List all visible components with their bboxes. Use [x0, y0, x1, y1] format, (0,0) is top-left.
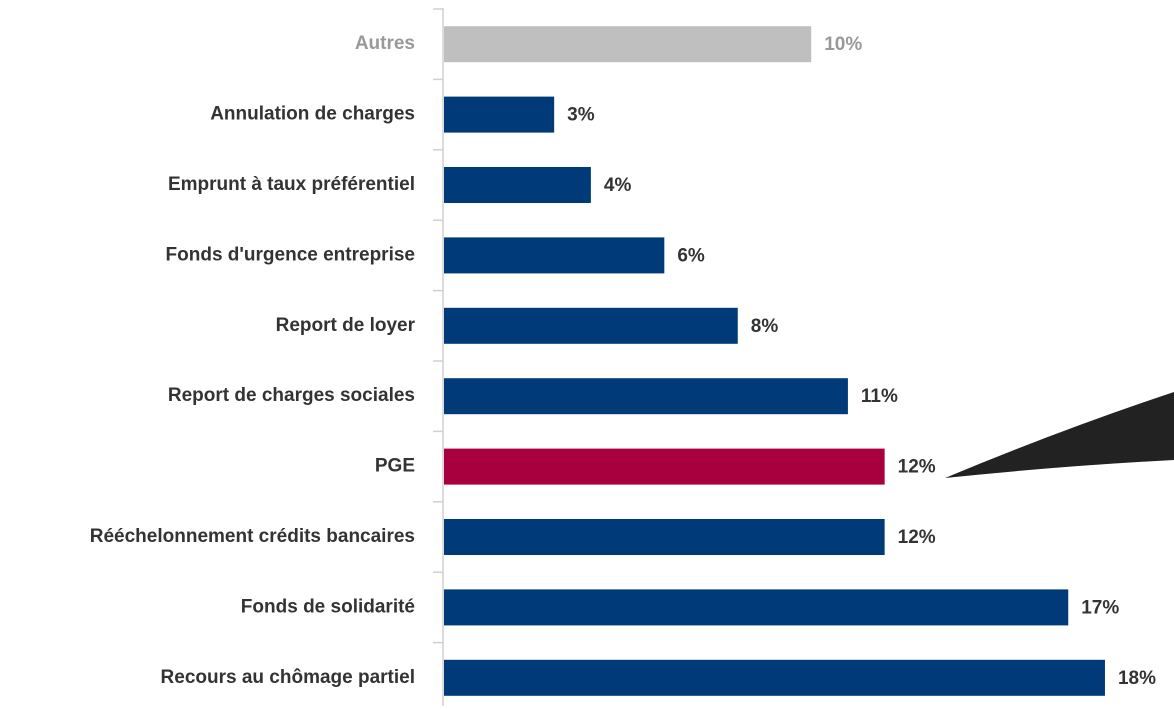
- bar: [444, 589, 1069, 626]
- bar: [444, 519, 885, 555]
- category-label: Report de loyer: [276, 315, 416, 336]
- category-label: Emprunt à taux préférentiel: [168, 174, 415, 195]
- value-label: 17%: [1081, 597, 1119, 618]
- value-label: 3%: [567, 105, 595, 126]
- category-label: Fonds de solidarité: [241, 596, 415, 617]
- bar: [444, 26, 812, 63]
- category-label: Recours au chômage partiel: [161, 667, 415, 688]
- bar: [444, 167, 591, 203]
- value-label: 12%: [898, 527, 936, 548]
- category-label: Fonds d'urgence entreprise: [166, 244, 415, 265]
- value-label: 8%: [751, 316, 779, 337]
- bar: [444, 659, 1105, 696]
- bar: [444, 307, 738, 344]
- bar: [444, 448, 885, 485]
- category-label: Autres: [355, 33, 415, 54]
- value-label: 18%: [1118, 668, 1156, 689]
- category-label: Rééchelonnement crédits bancaires: [90, 526, 415, 547]
- callout-arrow: [945, 392, 1174, 478]
- value-label: 4%: [604, 175, 632, 196]
- category-label: PGE: [375, 456, 415, 477]
- category-label: Annulation de charges: [210, 104, 415, 125]
- category-label: Report de charges sociales: [168, 385, 415, 406]
- value-label: 10%: [824, 34, 862, 55]
- value-label: 12%: [898, 457, 936, 478]
- bar: [444, 378, 848, 415]
- value-label: 6%: [677, 245, 705, 266]
- bar: [444, 96, 555, 133]
- bar: [444, 237, 665, 274]
- value-label: 11%: [861, 386, 898, 407]
